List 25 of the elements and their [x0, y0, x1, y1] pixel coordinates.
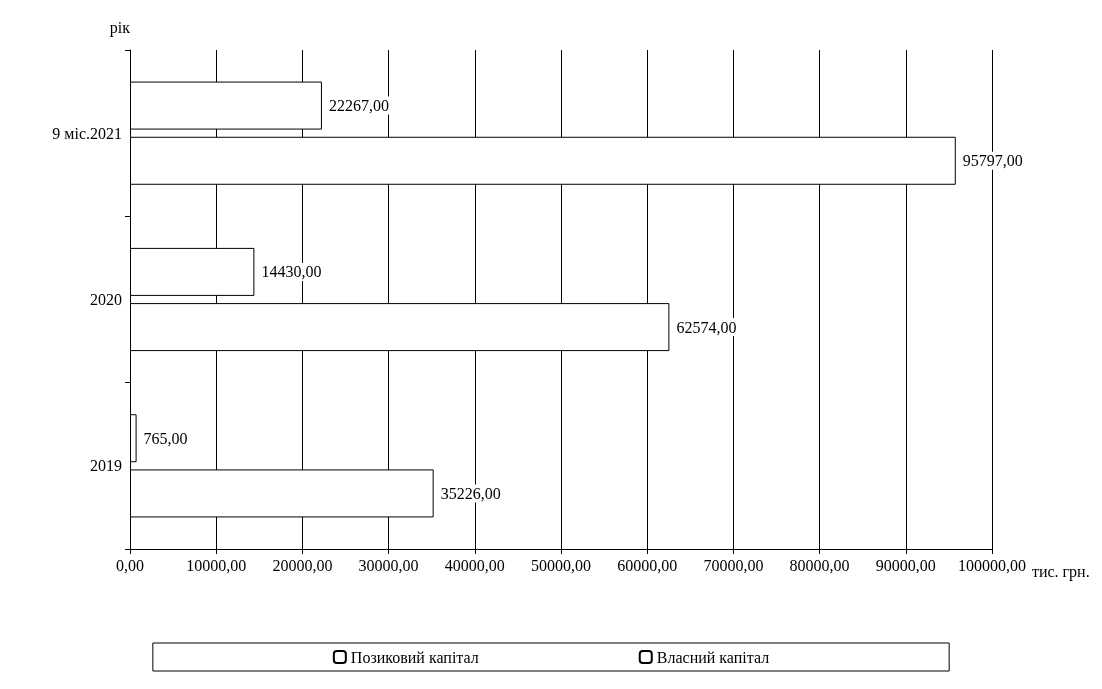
x-tick-label: 40000,00 — [444, 556, 505, 574]
data-label: 62574,00 — [676, 318, 737, 336]
x-tick-label: 70000,00 — [703, 556, 764, 574]
y-tick-label: 9 міс.2021 — [52, 124, 122, 142]
x-tick-label: 100000,00 — [958, 556, 1026, 574]
legend-label: Позиковий капітал — [350, 648, 479, 666]
data-label: 14430,00 — [261, 263, 322, 281]
data-label: 765,00 — [143, 429, 188, 447]
x-tick-label: 90000,00 — [875, 556, 936, 574]
x-tick-label: 50000,00 — [531, 556, 591, 574]
data-label: 22267,00 — [328, 97, 389, 115]
x-tick-label: 0,00 — [116, 556, 144, 574]
data-label: 95797,00 — [962, 152, 1023, 170]
data-label: 35226,00 — [440, 484, 501, 502]
x-tick-label: 20000,00 — [272, 556, 333, 574]
legend-label: Власний капітал — [656, 648, 770, 666]
y-axis-title: рік — [109, 18, 131, 37]
x-tick-label: 10000,00 — [186, 556, 247, 574]
x-tick-label: 60000,00 — [617, 556, 678, 574]
y-tick-label: 2019 — [90, 457, 122, 475]
bar — [130, 414, 137, 463]
x-tick-label: 30000,00 — [358, 556, 419, 574]
x-axis-title: тис. грн. — [1031, 562, 1090, 581]
y-tick-label: 2020 — [90, 291, 122, 308]
x-tick-label: 80000,00 — [789, 556, 850, 574]
